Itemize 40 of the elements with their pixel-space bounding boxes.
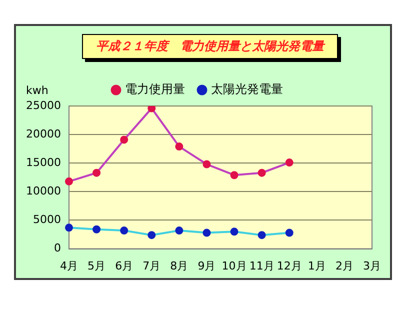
y-tick-label: 15000 [26, 156, 61, 169]
x-tick-label: 10月 [222, 259, 247, 272]
x-tick-label: 6月 [115, 259, 134, 272]
y-tick-label: 0 [54, 242, 61, 255]
point [120, 136, 128, 144]
y-tick-label: 25000 [26, 98, 61, 112]
legend-label: 太陽光発電量 [211, 82, 283, 96]
x-tick-label: 5月 [88, 259, 106, 272]
point [92, 168, 101, 177]
point [285, 158, 294, 167]
x-tick-label: 7月 [142, 259, 161, 272]
point [202, 228, 211, 237]
point [148, 231, 156, 240]
point [92, 225, 101, 234]
point [230, 171, 238, 180]
point [285, 228, 294, 237]
point [258, 168, 266, 177]
point [120, 226, 128, 235]
y-tick-label: 20000 [26, 127, 61, 140]
x-tick-label: 4月 [60, 259, 78, 272]
point [202, 160, 211, 168]
point [258, 231, 266, 240]
x-tick-label: 2月 [335, 259, 354, 272]
y-tick-label: 5000 [32, 213, 61, 226]
x-tick-label: 3月 [363, 259, 381, 272]
x-tick-label: 8月 [170, 259, 188, 272]
x-tick-label: 11月 [249, 259, 274, 272]
point [175, 226, 184, 235]
point [148, 106, 156, 112]
legend-label: 電力使用量 [125, 82, 185, 96]
x-tick-label: 9月 [198, 259, 216, 272]
y-axis-title: kwh [26, 84, 48, 97]
point [64, 177, 73, 186]
point [175, 142, 184, 151]
x-tick-label: 1月 [308, 259, 326, 272]
point [230, 228, 238, 236]
chart-title: 平成２１年度 電力使用量と太陽光発電量 [82, 34, 338, 59]
x-tick-label: 12月 [276, 259, 302, 272]
point [64, 224, 73, 232]
y-tick-label: 10000 [26, 184, 61, 198]
